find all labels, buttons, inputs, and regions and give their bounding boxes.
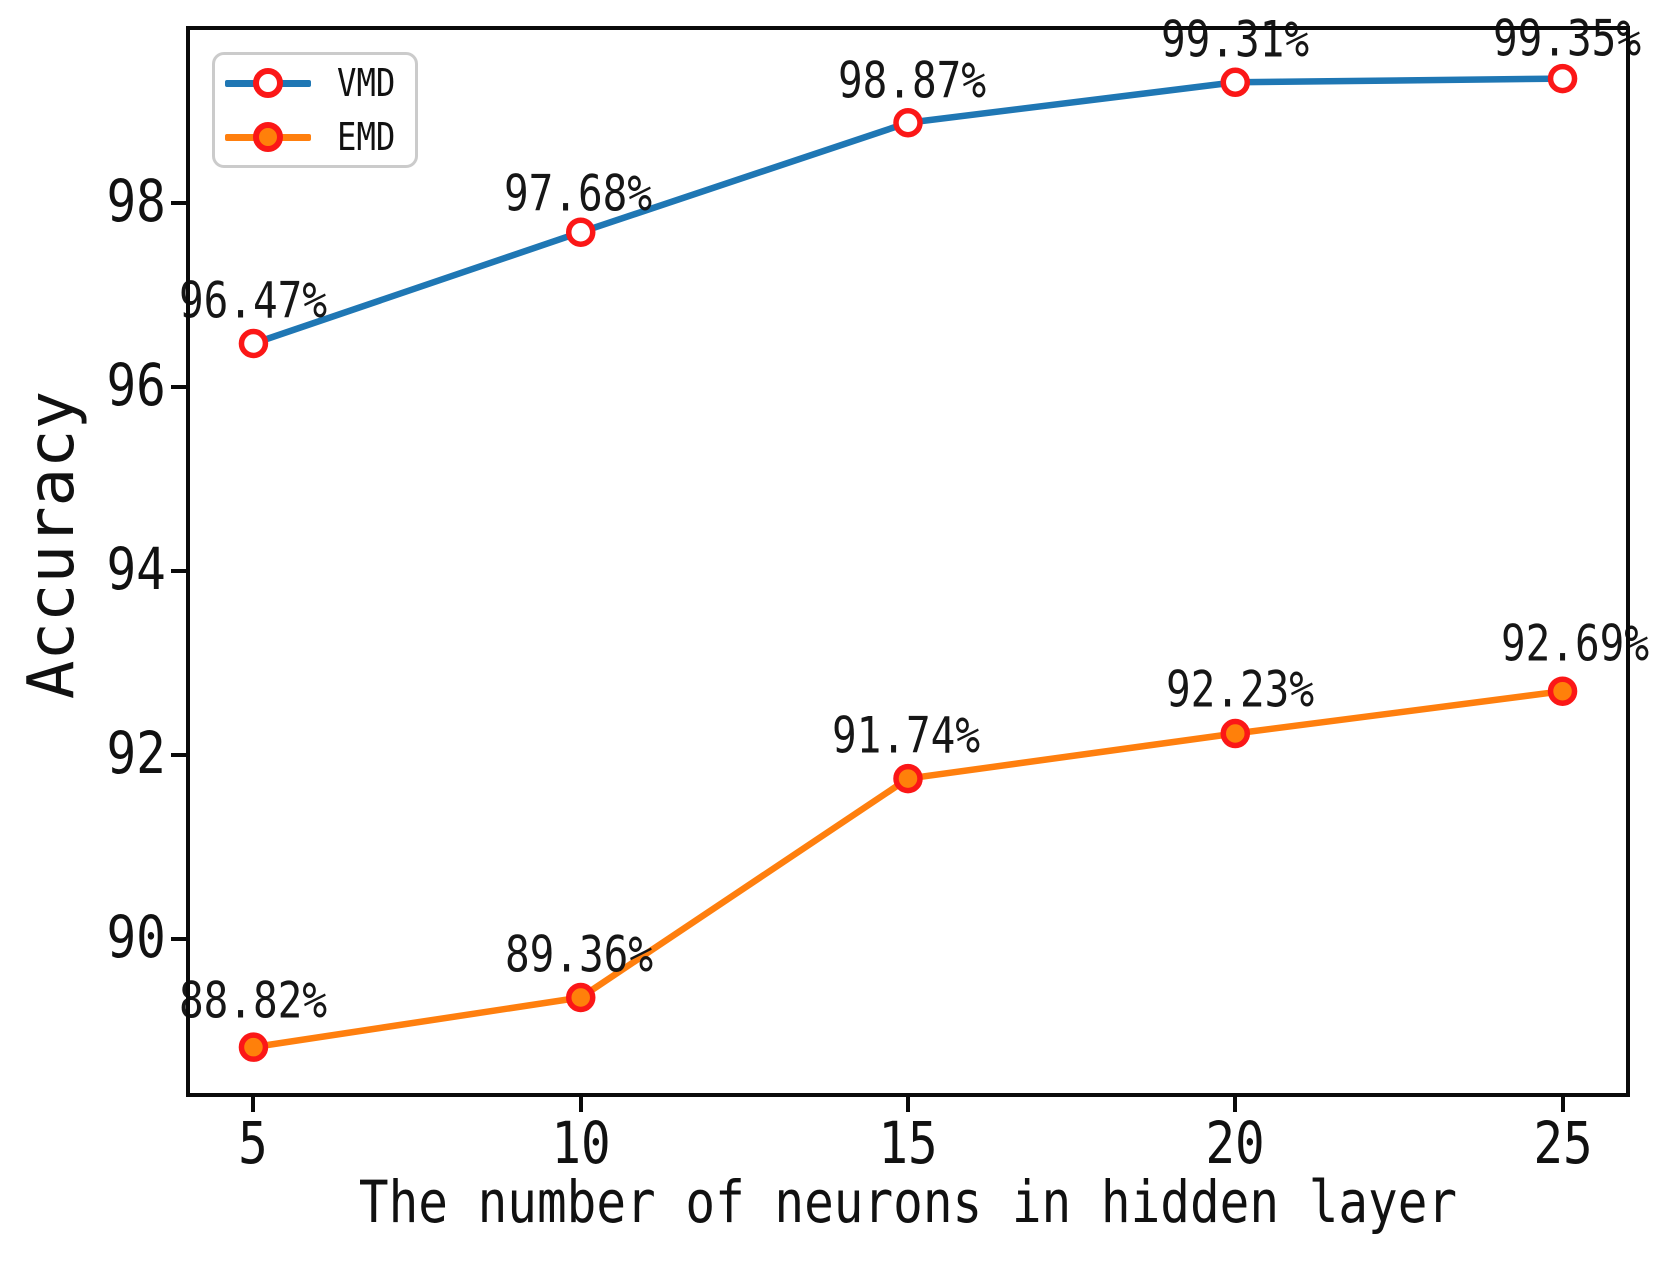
data-point-marker-vmd [238,328,269,359]
x-tick-mark [578,1095,583,1112]
data-point-marker-emd [565,982,596,1013]
y-tick-label: 94 [106,534,166,603]
x-tick-label: 5 [238,1109,269,1177]
y-tick-label: 98 [106,166,166,235]
data-point-label-vmd: 99.35% [1492,9,1641,68]
legend-line-sample [225,68,311,98]
data-point-label-vmd: 96.47% [179,271,328,329]
data-point-marker-vmd [565,217,596,247]
data-point-marker-vmd [1220,67,1251,98]
data-point-label-emd: 91.74% [831,706,981,765]
data-point-marker-vmd [893,107,923,138]
x-tick-label: 20 [1205,1109,1265,1177]
data-point-label-emd: 92.23% [1166,660,1315,718]
data-point-marker-emd [893,763,923,794]
x-tick-label: 15 [878,1109,938,1177]
data-point-label-emd: 92.69% [1500,614,1649,673]
y-tick-mark [171,384,188,389]
y-tick-label: 96 [106,350,166,419]
data-point-label-vmd: 97.68% [503,164,652,223]
y-tick-mark [171,568,188,573]
legend-marker-icon [253,122,283,152]
data-point-marker-emd [238,1032,269,1062]
y-tick-mark [171,200,188,205]
data-point-marker-emd [1220,718,1251,749]
y-tick-mark [171,752,188,757]
x-axis-label: The number of neurons in hidden layer [358,1168,1458,1236]
legend-label: EMD [337,115,396,159]
data-point-label-vmd: 99.31% [1161,10,1310,69]
x-tick-mark [1233,1095,1238,1112]
data-point-label-emd: 89.36% [504,925,653,984]
x-tick-mark [1560,1095,1565,1112]
legend-entry-vmd: VMD [225,61,415,105]
x-tick-mark [906,1095,910,1112]
legend-items: VMD EMD [225,61,415,159]
y-tick-label: 92 [106,718,166,787]
legend: VMD EMD [212,52,418,168]
data-point-marker-vmd [1547,63,1578,94]
data-point-marker-emd [1547,676,1578,706]
x-tick-label: 25 [1532,1109,1593,1177]
legend-marker-icon [253,68,283,98]
data-point-label-emd: 88.82% [179,971,328,1030]
x-tick-mark [251,1095,256,1112]
legend-line-sample [225,122,311,152]
y-tick-label: 90 [106,902,166,971]
data-point-label-vmd: 98.87% [837,51,987,110]
y-tick-mark [171,936,188,941]
x-tick-label: 10 [551,1109,611,1177]
legend-label: VMD [337,61,396,105]
legend-entry-emd: EMD [225,115,415,159]
